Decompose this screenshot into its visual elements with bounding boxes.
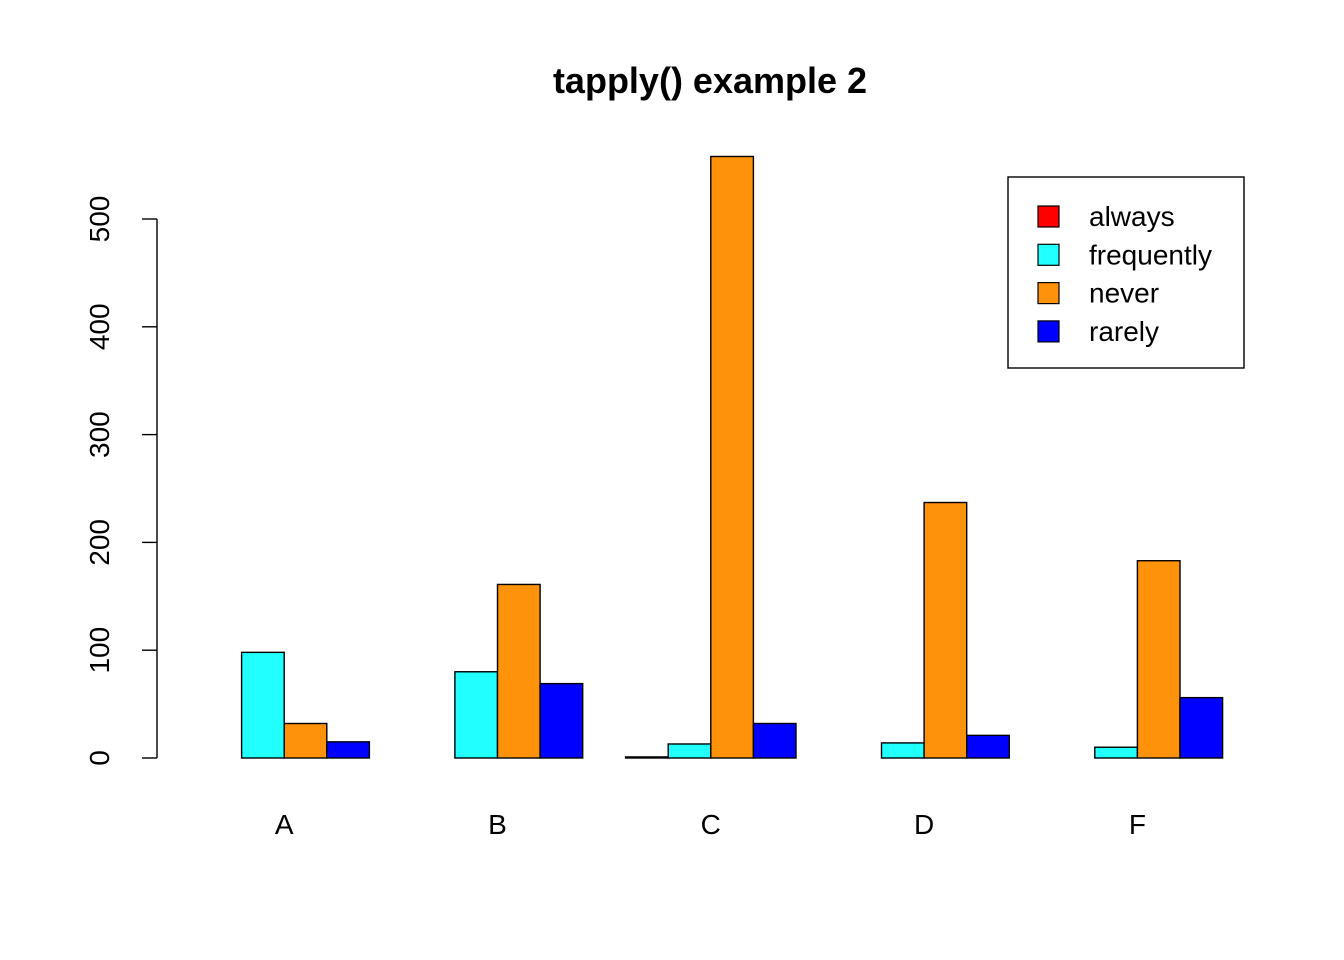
y-tick-label: 100 xyxy=(84,627,115,674)
bars xyxy=(240,155,1224,759)
y-tick-label: 300 xyxy=(84,411,115,458)
bar-always-C xyxy=(624,756,669,759)
bar-frequently-D xyxy=(880,742,925,759)
legend-label-always: always xyxy=(1089,201,1175,232)
y-tick-label: 200 xyxy=(84,519,115,566)
bar-never-D xyxy=(923,501,968,759)
legend-swatch-never xyxy=(1037,282,1060,305)
bar-never-A xyxy=(283,722,328,759)
y-tick-label: 0 xyxy=(84,750,115,766)
bar-frequently-C xyxy=(667,743,712,759)
bar-frequently-F xyxy=(1094,746,1139,759)
bar-never-C xyxy=(710,155,755,759)
bar-never-B xyxy=(496,583,541,759)
bar-rarely-D xyxy=(966,734,1011,759)
bar-never-F xyxy=(1136,560,1181,759)
y-tick-label: 400 xyxy=(84,303,115,350)
legend-label-frequently: frequently xyxy=(1089,239,1212,270)
legend-swatch-frequently xyxy=(1037,243,1060,266)
legend-swatch-rarely xyxy=(1037,320,1060,343)
legend-label-never: never xyxy=(1089,278,1159,309)
x-tick-label: C xyxy=(701,809,721,840)
x-tick-label: B xyxy=(488,809,507,840)
bar-rarely-C xyxy=(752,722,797,759)
x-tick-label: F xyxy=(1129,809,1146,840)
bar-rarely-A xyxy=(326,741,371,759)
bar-frequently-B xyxy=(454,671,499,759)
chart-title: tapply() example 2 xyxy=(553,60,867,101)
legend-swatch-always xyxy=(1037,205,1060,228)
bar-rarely-B xyxy=(539,682,584,759)
x-tick-label: A xyxy=(275,809,294,840)
legend-label-rarely: rarely xyxy=(1089,316,1159,347)
legend: always frequently never rarely xyxy=(1007,176,1245,369)
x-tick-label: D xyxy=(914,809,934,840)
y-axis: 0 100 200 300 400 500 xyxy=(84,196,158,766)
bar-rarely-F xyxy=(1179,696,1224,759)
y-tick-label: 500 xyxy=(84,196,115,243)
bar-frequently-A xyxy=(240,651,285,759)
